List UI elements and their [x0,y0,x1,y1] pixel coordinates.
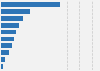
Bar [1,23,19,28]
Bar [1,50,9,55]
Bar [1,30,16,35]
Bar [1,64,3,69]
Bar [1,36,14,41]
Bar [1,9,30,14]
Bar [1,43,12,48]
Bar [1,16,23,21]
Bar [1,2,60,7]
Bar [1,57,5,62]
